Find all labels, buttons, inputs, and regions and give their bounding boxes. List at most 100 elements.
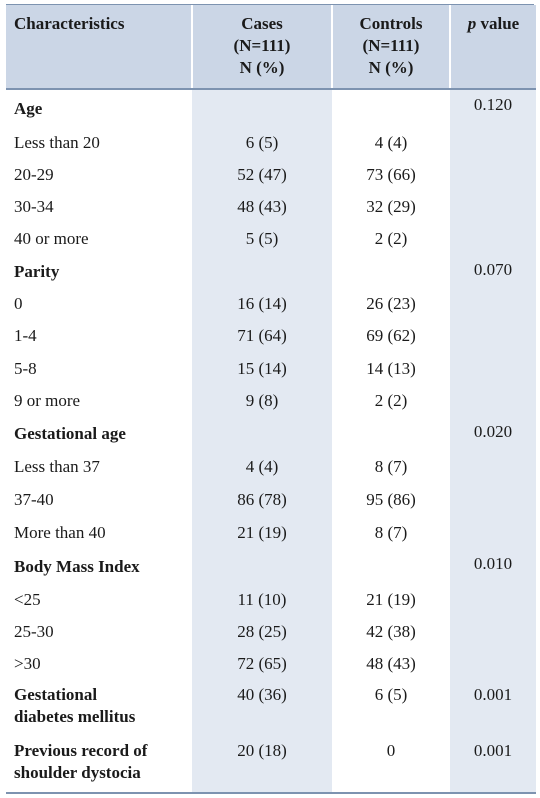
cases-cell bbox=[192, 255, 332, 288]
header-cases-title: Cases bbox=[241, 14, 283, 33]
controls-cell bbox=[332, 549, 450, 584]
table-row: 25-30 28 (25) 42 (38) bbox=[6, 616, 536, 648]
table-row: 37-40 86 (78) 95 (86) bbox=[6, 483, 536, 516]
table-row: Age 0.120 bbox=[6, 89, 536, 127]
row-label: Body Mass Index bbox=[14, 556, 140, 576]
row-label: <25 bbox=[14, 590, 41, 609]
table-row: 20-29 52 (47) 73 (66) bbox=[6, 159, 536, 191]
controls-cell: 8 (7) bbox=[374, 522, 408, 542]
p-value-cell bbox=[450, 584, 536, 616]
cases-cell: 52 (47) bbox=[192, 159, 332, 191]
table-row: 5-8 15 (14) 14 (13) bbox=[6, 352, 536, 385]
p-value-cell bbox=[450, 288, 536, 320]
row-label: 9 or more bbox=[14, 391, 81, 410]
p-value-cell: 0.070 bbox=[450, 255, 536, 288]
header-controls: Controls (N=111) N (%) bbox=[331, 5, 450, 90]
cases-cell: 15 (14) bbox=[192, 352, 332, 385]
p-value-cell: 0.001 bbox=[450, 680, 536, 736]
row-label: 1-4 bbox=[14, 326, 37, 345]
p-value-cell bbox=[450, 191, 536, 223]
p-value-cell bbox=[450, 223, 536, 255]
controls-cell: 48 (43) bbox=[366, 654, 416, 673]
table-row: Gestational diabetes mellitus 40 (36) 6 … bbox=[6, 680, 536, 736]
cases-cell: 71 (64) bbox=[192, 320, 332, 352]
table-row: 9 or more 9 (8) 2 (2) bbox=[6, 385, 536, 417]
cases-cell: 11 (10) bbox=[192, 584, 332, 616]
row-label-line2: diabetes mellitus bbox=[14, 707, 136, 726]
cases-cell: 72 (65) bbox=[192, 648, 332, 680]
header-p-value: p value bbox=[449, 5, 536, 90]
row-label: Gestational age bbox=[14, 424, 126, 443]
table-row: 0 16 (14) 26 (23) bbox=[6, 288, 536, 320]
cases-cell: 28 (25) bbox=[192, 616, 332, 648]
cases-cell bbox=[192, 549, 332, 584]
controls-cell: 2 (2) bbox=[374, 391, 408, 410]
p-value-cell bbox=[450, 159, 536, 191]
row-label-line1: Gestational bbox=[14, 685, 98, 704]
controls-cell bbox=[332, 89, 450, 127]
cases-cell bbox=[192, 417, 332, 451]
row-label-line1: Previous record of bbox=[14, 741, 148, 760]
row-label: More than 40 bbox=[14, 522, 106, 542]
row-label: 5-8 bbox=[14, 358, 37, 378]
table-row: <25 11 (10) 21 (19) bbox=[6, 584, 536, 616]
table-row: More than 40 21 (19) 8 (7) bbox=[6, 516, 536, 549]
controls-cell: 32 (29) bbox=[366, 197, 416, 216]
characteristics-table: Characteristics Cases (N=111) N (%) Cont… bbox=[6, 5, 536, 794]
header-controls-unit: N (%) bbox=[368, 58, 414, 77]
table-row: Less than 37 4 (4) 8 (7) bbox=[6, 451, 536, 483]
row-label: 37-40 bbox=[14, 489, 54, 509]
controls-cell: 21 (19) bbox=[366, 590, 416, 609]
header-controls-title: Controls bbox=[359, 14, 423, 33]
row-label: Less than 37 bbox=[14, 457, 100, 476]
row-label: Less than 20 bbox=[14, 133, 100, 152]
cases-cell: 20 (18) bbox=[192, 736, 332, 794]
table-row: Parity 0.070 bbox=[6, 255, 536, 288]
controls-cell: 8 (7) bbox=[374, 457, 408, 476]
top-rule bbox=[6, 4, 534, 5]
controls-cell bbox=[332, 417, 450, 451]
p-value-cell: 0.010 bbox=[450, 549, 536, 584]
row-label: 20-29 bbox=[14, 165, 54, 184]
row-label-line2: shoulder dystocia bbox=[14, 763, 141, 782]
controls-cell: 26 (23) bbox=[366, 294, 416, 313]
p-value-cell: 0.120 bbox=[450, 89, 536, 127]
cases-cell: 21 (19) bbox=[192, 516, 332, 549]
header-cases: Cases (N=111) N (%) bbox=[191, 5, 332, 90]
p-value-cell bbox=[450, 451, 536, 483]
cases-cell: 5 (5) bbox=[192, 223, 332, 255]
p-value-cell bbox=[450, 127, 536, 159]
header-p-italic: p bbox=[467, 14, 477, 33]
p-value-cell bbox=[450, 616, 536, 648]
cases-cell: 9 (8) bbox=[192, 385, 332, 417]
table-row: Body Mass Index 0.010 bbox=[6, 549, 536, 584]
row-label: >30 bbox=[14, 654, 41, 673]
controls-cell: 73 (66) bbox=[366, 165, 416, 184]
row-label: Previous record of shoulder dystocia bbox=[6, 736, 192, 794]
controls-cell bbox=[332, 255, 450, 288]
header-cases-n: (N=111) bbox=[233, 36, 291, 55]
table-row: 40 or more 5 (5) 2 (2) bbox=[6, 223, 536, 255]
row-label: Age bbox=[14, 98, 43, 118]
cases-cell: 6 (5) bbox=[192, 127, 332, 159]
header-p-rest: value bbox=[476, 14, 520, 33]
table-row: Gestational age 0.020 bbox=[6, 417, 536, 451]
header-controls-n: (N=111) bbox=[362, 36, 420, 55]
row-label: Parity bbox=[14, 261, 60, 281]
p-value-cell bbox=[450, 320, 536, 352]
row-label: Gestational diabetes mellitus bbox=[6, 680, 192, 736]
row-label: 25-30 bbox=[14, 622, 54, 641]
table-row: Previous record of shoulder dystocia 20 … bbox=[6, 736, 536, 794]
p-value-cell bbox=[450, 385, 536, 417]
table-row: 1-4 71 (64) 69 (62) bbox=[6, 320, 536, 352]
controls-cell: 0 bbox=[332, 736, 450, 794]
table-row: 30-34 48 (43) 32 (29) bbox=[6, 191, 536, 223]
p-value-cell bbox=[450, 648, 536, 680]
p-value-cell bbox=[450, 352, 536, 385]
header-row: Characteristics Cases (N=111) N (%) Cont… bbox=[6, 5, 536, 90]
controls-cell: 6 (5) bbox=[374, 685, 408, 704]
header-characteristics-label: Characteristics bbox=[14, 14, 125, 33]
table-row: >30 72 (65) 48 (43) bbox=[6, 648, 536, 680]
row-label: 40 or more bbox=[14, 229, 89, 248]
